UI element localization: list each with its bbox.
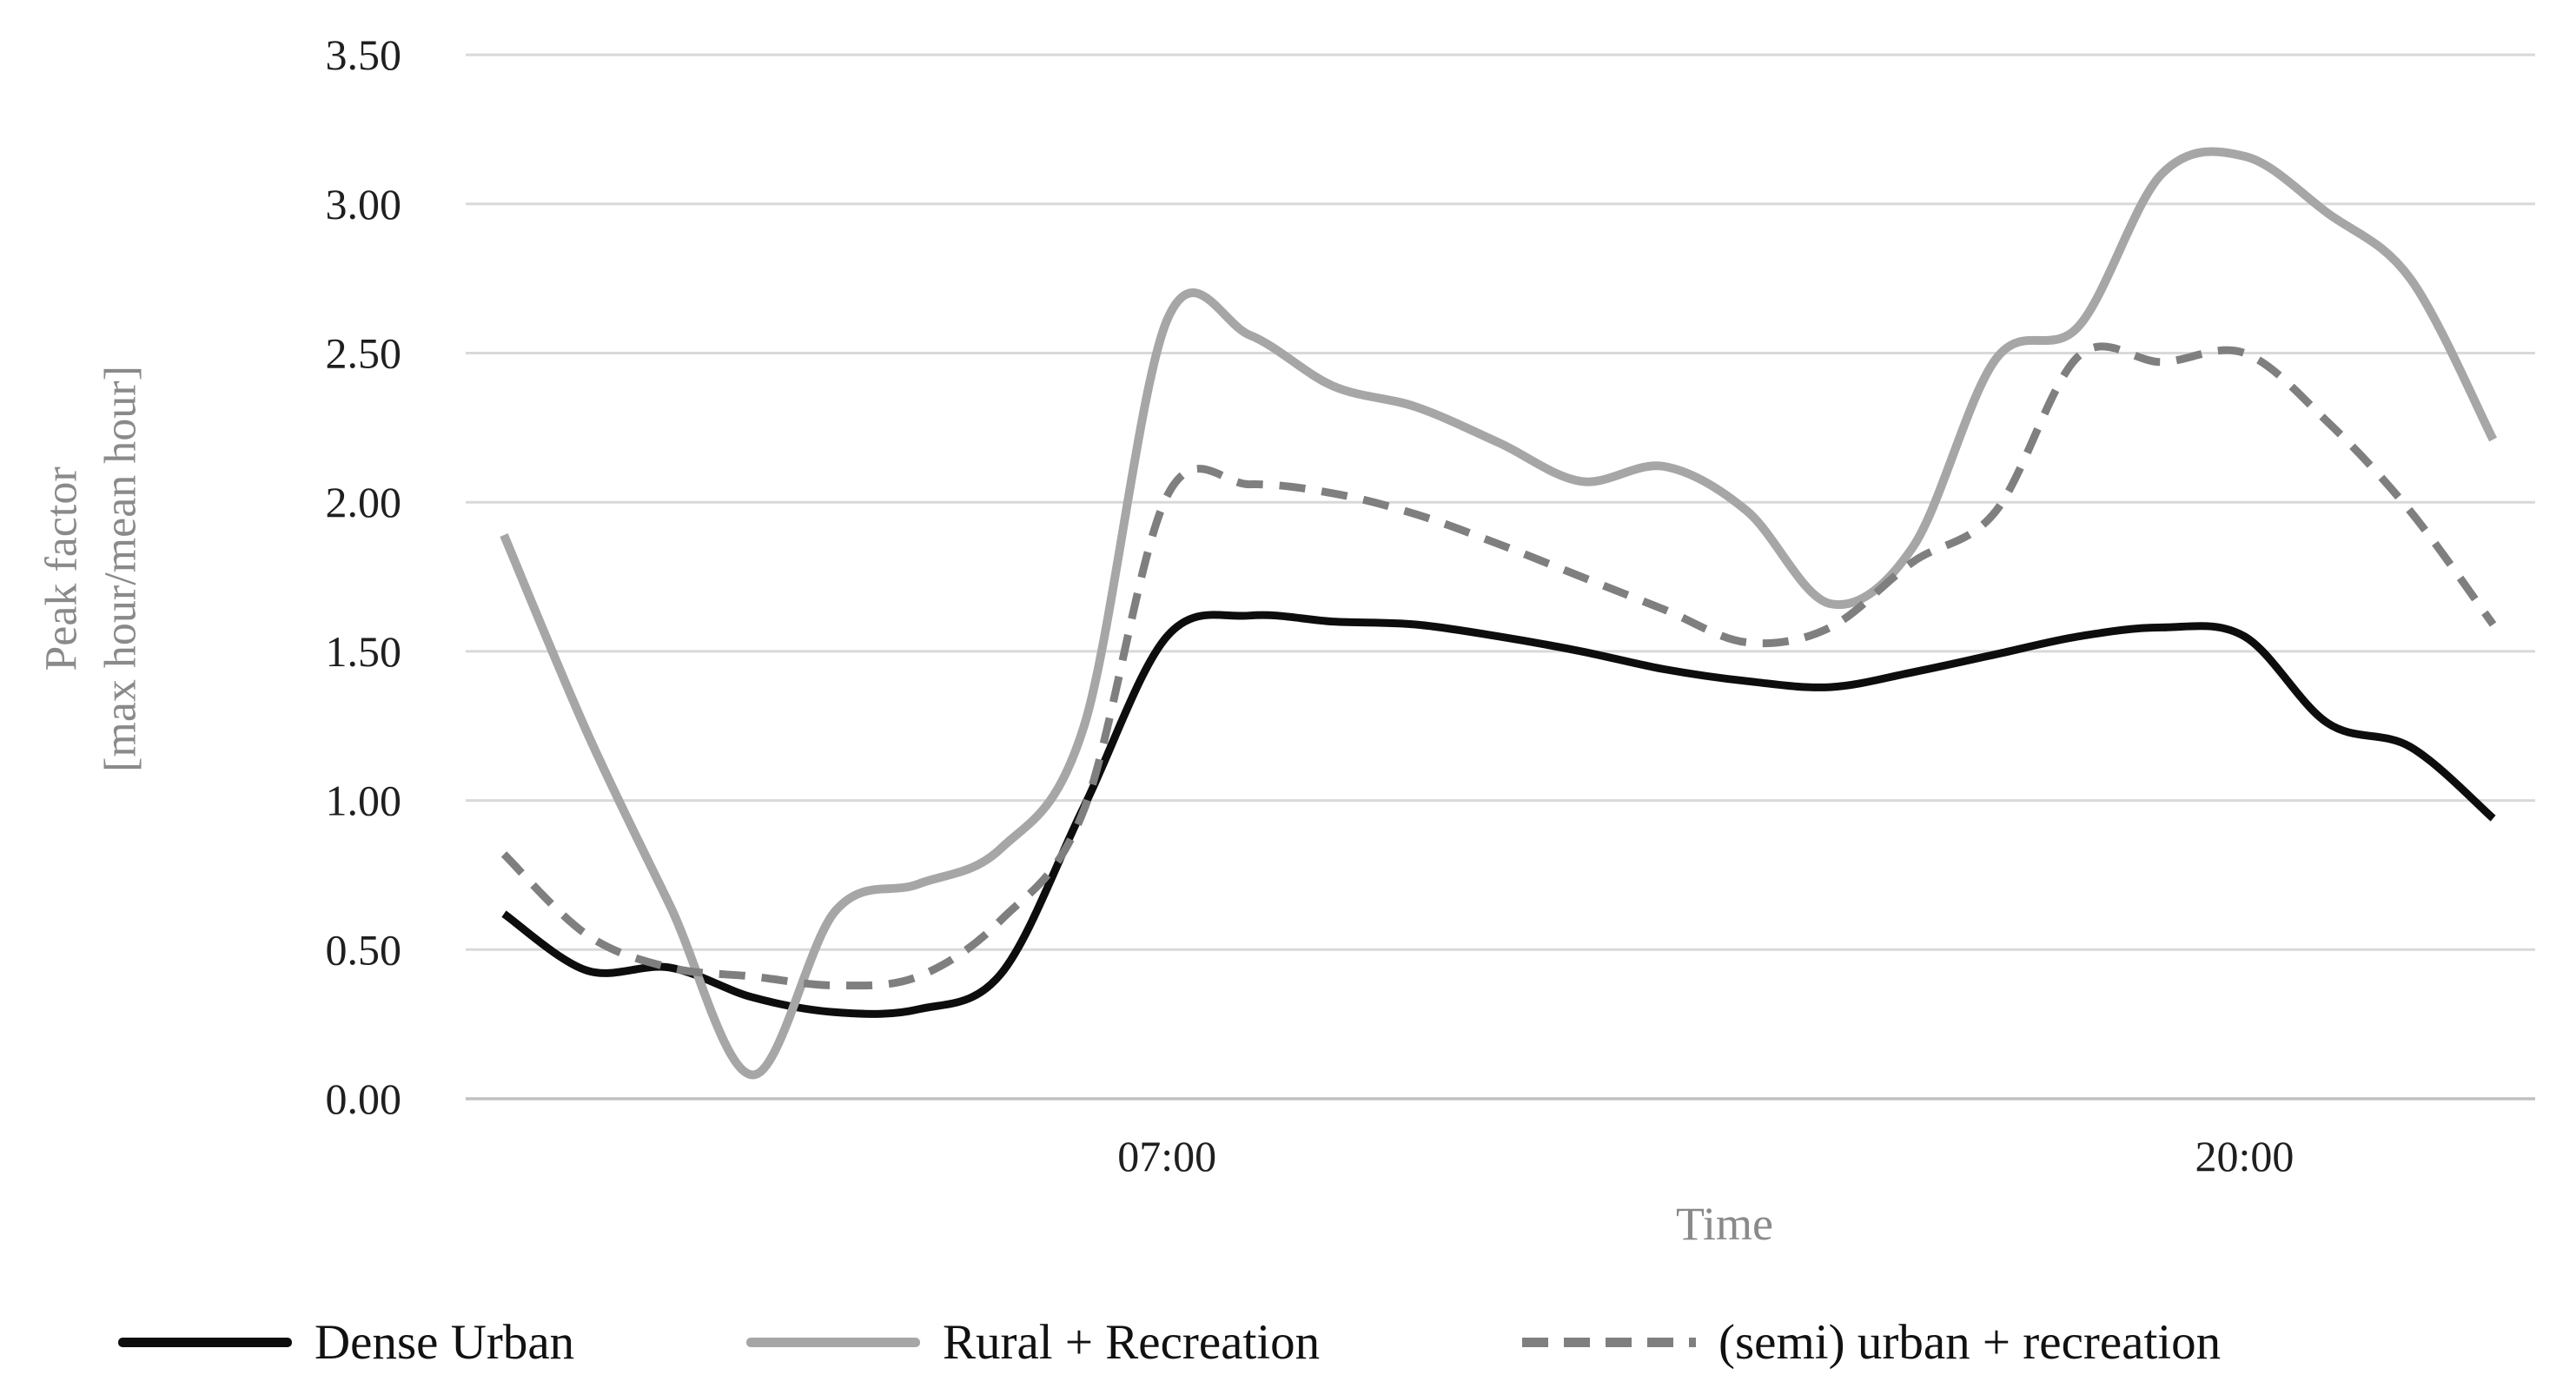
legend-item-semi-urban-recreation: (semi) urban + recreation — [1522, 1301, 2221, 1384]
y-tick-label: 3.50 — [326, 30, 402, 79]
y-axis-title: Peak factor [max hour/mean hour] — [32, 366, 149, 772]
legend-label: (semi) urban + recreation — [1718, 1315, 2222, 1370]
legend: Dense Urban Rural + Recreation (semi) ur… — [0, 1301, 2576, 1384]
series-line-semi-urban-recreation — [500, 342, 2497, 990]
series-line-dense-urban — [501, 611, 2496, 1018]
y-tick-label: 2.00 — [326, 478, 402, 526]
y-tick-label: 0.00 — [326, 1074, 402, 1123]
y-tick-label: 1.50 — [326, 627, 402, 676]
legend-label: Rural + Recreation — [943, 1315, 1321, 1370]
legend-line-sample-solid-gray — [746, 1338, 920, 1347]
x-axis-title: Time — [1675, 1198, 1774, 1250]
legend-item-rural-recreation: Rural + Recreation — [746, 1301, 1320, 1384]
legend-label: Dense Urban — [315, 1315, 575, 1370]
x-tick-label: 20:00 — [2195, 1132, 2294, 1180]
x-tick-label: 07:00 — [1117, 1132, 1216, 1180]
legend-item-dense-urban: Dense Urban — [118, 1301, 574, 1384]
y-tick-label: 0.50 — [326, 925, 402, 974]
y-tick-label: 2.50 — [326, 329, 402, 378]
y-tick-label: 3.00 — [326, 180, 402, 228]
series-line-rural-recreation — [500, 147, 2498, 1080]
y-tick-label: 1.00 — [326, 777, 402, 825]
legend-line-sample-dashed-gray — [1522, 1338, 1696, 1347]
legend-line-sample-solid-black — [118, 1338, 292, 1347]
y-axis-title-line2: [max hour/mean hour] — [96, 366, 145, 772]
y-axis-title-line1: Peak factor — [36, 466, 87, 671]
